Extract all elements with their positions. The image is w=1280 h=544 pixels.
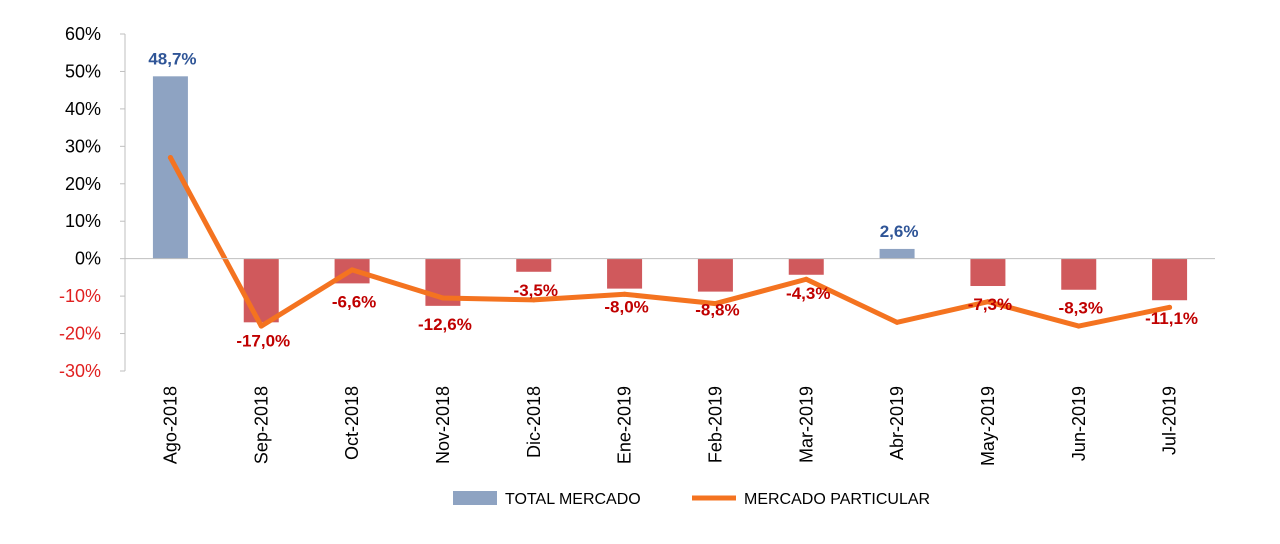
legend: TOTAL MERCADO MERCADO PARTICULAR xyxy=(453,491,930,508)
y-tick-label: 30% xyxy=(65,136,101,156)
y-tick-label: -10% xyxy=(59,286,101,306)
data-label: -6,6% xyxy=(332,292,376,311)
x-tick-label: Nov-2018 xyxy=(433,386,453,464)
line-point xyxy=(894,319,900,325)
bar xyxy=(970,258,1006,287)
y-tick-label: 20% xyxy=(65,174,101,194)
data-labels: 48,7% -17,0% -6,6% -12,6% -3,5% -8,0% -8,8% -4,… xyxy=(148,49,1198,350)
data-label: -11,1% xyxy=(1145,309,1198,328)
x-tick-label: Ago-2018 xyxy=(160,386,180,464)
mercado-particular-line-group xyxy=(167,155,1173,329)
bar xyxy=(607,258,643,289)
y-tick-label: 0% xyxy=(75,249,101,269)
line-point xyxy=(258,323,264,329)
y-axis: 60% 50% 40% 30% 20% 10% 0% -10% -20% -30% xyxy=(59,24,126,381)
line-point xyxy=(1167,304,1173,310)
mercado-particular-line xyxy=(167,155,1173,329)
x-tick-label: Oct-2018 xyxy=(342,386,362,460)
legend-swatch-total-mercado xyxy=(453,491,497,505)
total-mercado-bars xyxy=(152,76,1188,323)
y-tick-label: 60% xyxy=(65,24,101,44)
data-label: -12,6% xyxy=(418,315,472,334)
x-tick-label: Sep-2018 xyxy=(251,386,271,464)
y-tick-label: 10% xyxy=(65,211,101,231)
bar xyxy=(152,76,188,259)
data-label: -3,5% xyxy=(514,281,558,300)
line-point xyxy=(349,267,355,273)
bar xyxy=(879,248,915,259)
x-tick-label: Jul-2019 xyxy=(1160,386,1180,455)
y-tick-label: -30% xyxy=(59,361,101,381)
bar xyxy=(1152,258,1188,301)
data-label: -17,0% xyxy=(236,331,290,350)
x-tick-label: Feb-2019 xyxy=(705,386,725,463)
x-axis: Ago-2018 Sep-2018 Oct-2018 Nov-2018 Dic-2018… xyxy=(125,258,1215,466)
x-tick-label: Ene-2019 xyxy=(615,386,635,464)
data-label: -7,3% xyxy=(968,295,1012,314)
y-tick-label: 50% xyxy=(65,61,101,81)
bar xyxy=(243,258,279,323)
y-tick-label: -20% xyxy=(59,324,101,344)
x-tick-label: May-2019 xyxy=(978,386,998,466)
bar xyxy=(516,258,552,272)
line-point xyxy=(1076,323,1082,329)
bar xyxy=(788,258,824,275)
x-tick-label: Jun-2019 xyxy=(1069,386,1089,461)
line-point xyxy=(622,291,628,297)
line-point xyxy=(712,301,718,307)
y-tick-label: 40% xyxy=(65,99,101,119)
legend-label-mercado-particular: MERCADO PARTICULAR xyxy=(744,491,930,508)
data-label: 2,6% xyxy=(880,222,919,241)
data-label: -8,8% xyxy=(695,301,739,320)
line-point xyxy=(167,155,173,161)
bar xyxy=(1061,258,1097,290)
bar xyxy=(697,258,733,292)
data-label: -8,0% xyxy=(604,298,648,317)
data-label: -4,3% xyxy=(786,284,830,303)
line-point xyxy=(803,276,809,282)
x-tick-label: Abr-2019 xyxy=(887,386,907,460)
line-point xyxy=(440,295,446,301)
data-label: 48,7% xyxy=(148,49,196,68)
x-tick-label: Mar-2019 xyxy=(796,386,816,463)
legend-label-total-mercado: TOTAL MERCADO xyxy=(505,491,641,508)
line-point xyxy=(531,297,537,303)
data-label: -8,3% xyxy=(1059,299,1103,318)
line-point xyxy=(985,299,991,305)
x-tick-label: Dic-2018 xyxy=(524,386,544,458)
